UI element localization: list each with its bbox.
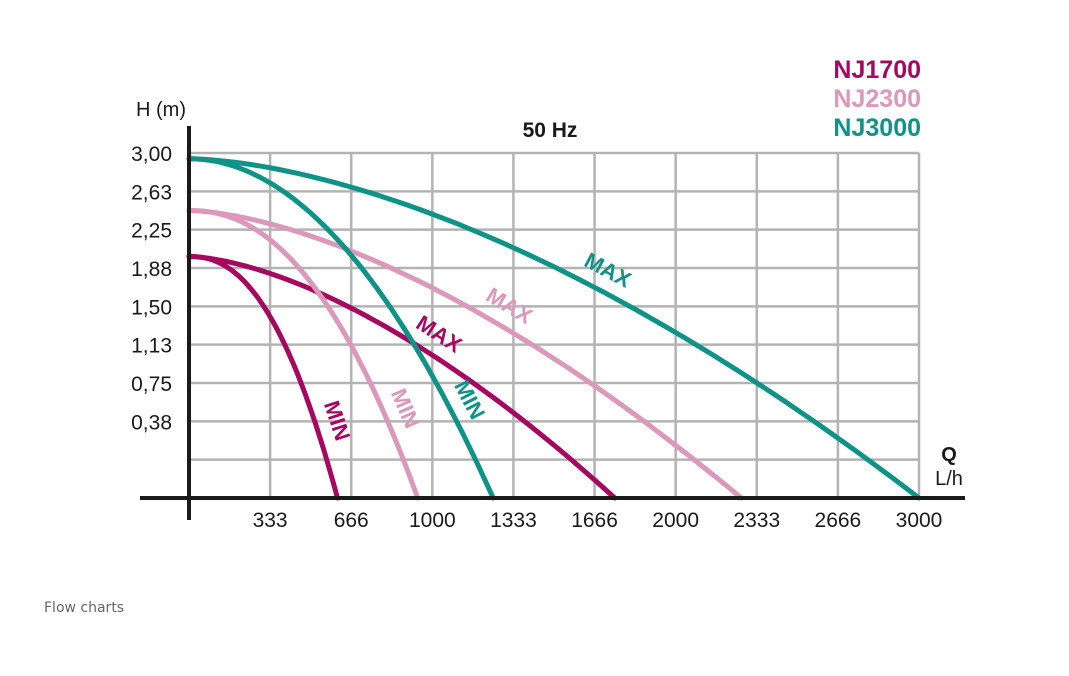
x-tick-label: 3000 [896, 509, 943, 532]
chart-ticks: 333 666 1000 1333 1666 2000 2333 2666 3000 3,00 2,… [131, 143, 942, 532]
y-tick-label: 2,63 [131, 181, 172, 204]
x-axis-label-unit: L/h [935, 468, 963, 490]
y-tick-label: 3,00 [131, 143, 172, 166]
chart-axes [140, 126, 965, 520]
y-tick-label: 1,50 [131, 296, 172, 319]
x-axis-label-letter: Q [941, 444, 957, 466]
y-tick-label: 0,38 [131, 411, 172, 434]
y-tick-label: 1,13 [131, 335, 172, 358]
curve-nj2300-min [186, 208, 421, 501]
y-tick-label: 1,88 [131, 258, 172, 281]
chart-caption: Flow charts [44, 600, 125, 616]
y-axis-label: H (m) [136, 99, 186, 121]
curve-label-nj2300-min: MIN [386, 385, 425, 432]
pump-flow-chart: 333 666 1000 1333 1666 2000 2333 2666 3000 3,00 2,… [131, 56, 965, 532]
x-tick-label: 333 [253, 509, 288, 532]
curve-nj3000-min [186, 156, 496, 501]
x-tick-label: 2666 [815, 509, 862, 532]
y-tick-label: 2,25 [131, 220, 172, 243]
curve-label-nj1700-min: MIN [319, 398, 355, 444]
curve-nj1700-max [186, 254, 618, 501]
x-tick-label: 1666 [571, 509, 618, 532]
curve-nj3000-max [186, 156, 922, 501]
curve-nj2300-max [186, 208, 744, 501]
legend-item-nj1700: NJ1700 [833, 56, 921, 84]
chart-curves [186, 156, 922, 501]
x-tick-label: 2000 [652, 509, 699, 532]
y-tick-label: 0,75 [131, 373, 172, 396]
legend-item-nj2300: NJ2300 [833, 85, 921, 113]
x-tick-label: 1000 [409, 509, 456, 532]
x-tick-label: 2333 [733, 509, 780, 532]
legend-item-nj3000: NJ3000 [833, 114, 921, 142]
x-tick-label: 666 [334, 509, 369, 532]
x-tick-label: 1333 [490, 509, 537, 532]
chart-title: 50 Hz [523, 119, 578, 142]
